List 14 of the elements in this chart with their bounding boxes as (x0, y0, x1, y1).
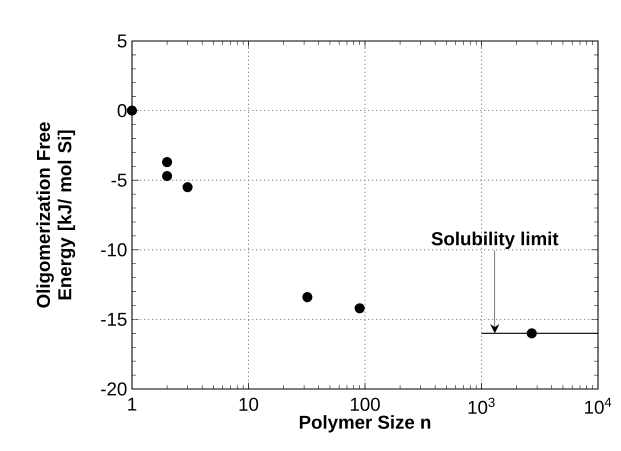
x-tick-label: 100 (350, 398, 380, 411)
y-tick-label: -10 (101, 243, 127, 256)
x-tick-label: 10 (240, 398, 258, 411)
x-tick-label: 10$^{4}$ (585, 398, 612, 414)
y-tick-label: -5 (112, 174, 127, 187)
y-tick-label: 0 (118, 104, 127, 118)
y-tick-label: 5 (118, 34, 127, 48)
y-axis-title: Oligomerization Free Energy [kJ/ mol Si] (36, 122, 76, 308)
x-axis-title: Polymer Size n (300, 415, 430, 433)
x-tick-label: 1 (128, 398, 136, 411)
annotation: Solubility limit (432, 232, 558, 250)
y-tick-label: -15 (101, 312, 127, 326)
y-tick-label: -20 (101, 382, 127, 396)
x-tick-label: 10$^{3}$ (468, 398, 495, 414)
